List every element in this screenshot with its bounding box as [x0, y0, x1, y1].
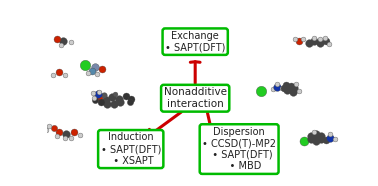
Text: Dispersion
• CCSD(T)-MP2
  • SAPT(DFT)
    • MBD: Dispersion • CCSD(T)-MP2 • SAPT(DFT) • M…	[202, 127, 276, 171]
Text: Nonadditive
interaction: Nonadditive interaction	[164, 87, 227, 109]
Text: Induction
• SAPT(DFT)
  • XSAPT: Induction • SAPT(DFT) • XSAPT	[101, 132, 161, 166]
Text: Exchange
• SAPT(DFT): Exchange • SAPT(DFT)	[165, 31, 225, 52]
